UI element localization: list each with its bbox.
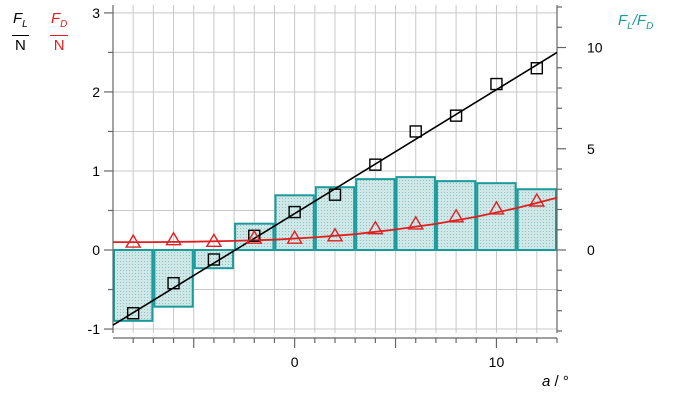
drag-point <box>488 200 505 215</box>
lift-point <box>167 277 180 290</box>
right-tick-label: 10 <box>587 40 603 56</box>
drag-fit-line <box>113 196 558 244</box>
lift-point <box>288 205 301 219</box>
lift-point <box>449 109 463 122</box>
ratio-bar <box>435 180 477 251</box>
left-tick-label: 0 <box>92 242 100 258</box>
drag-point <box>447 208 465 223</box>
drag-point <box>528 192 546 207</box>
x-tick-label: 0 <box>291 354 299 370</box>
lift-point <box>530 62 544 75</box>
lift-point <box>409 125 422 138</box>
tick-labels: -1 0 1 2 3 0 5 10 0 10 <box>88 5 603 370</box>
ratio-axis-label: FL/FD <box>618 12 654 32</box>
data-points <box>124 62 546 320</box>
ratio-bar <box>516 188 557 251</box>
x-tick-label: 10 <box>489 354 505 370</box>
drag-point <box>246 229 263 244</box>
drag-point <box>286 229 303 244</box>
ratio-bar <box>274 194 315 251</box>
ratio-bar <box>395 176 436 251</box>
left-tick-label: 2 <box>92 84 100 100</box>
drag-point <box>407 215 424 230</box>
left-tick-label: -1 <box>88 321 101 337</box>
drag-point <box>367 220 384 235</box>
x-axis-label: a / ° <box>542 373 569 390</box>
drag-point <box>124 233 142 248</box>
lift-axis-label: FL N <box>12 10 29 54</box>
lift-point <box>490 77 503 91</box>
right-tick-label: 5 <box>587 141 595 157</box>
lift-point <box>207 253 221 266</box>
right-tick-label: 0 <box>587 242 595 258</box>
lift-point <box>369 158 382 171</box>
ratio-bar <box>355 178 396 251</box>
ratio-bar <box>113 248 154 322</box>
ratio-bar <box>476 182 517 251</box>
ratio-bar <box>314 186 356 251</box>
lift-point <box>328 188 342 201</box>
drag-point <box>205 232 223 248</box>
axes <box>104 5 566 348</box>
drag-point <box>326 227 344 242</box>
drag-point <box>165 231 182 246</box>
lift-point <box>126 307 140 320</box>
left-tick-label: 1 <box>92 163 100 179</box>
left-tick-label: 3 <box>92 5 100 21</box>
ratio-bar <box>193 248 235 270</box>
ratio-bars <box>113 176 557 322</box>
drag-axis-label: FD N <box>50 10 69 54</box>
